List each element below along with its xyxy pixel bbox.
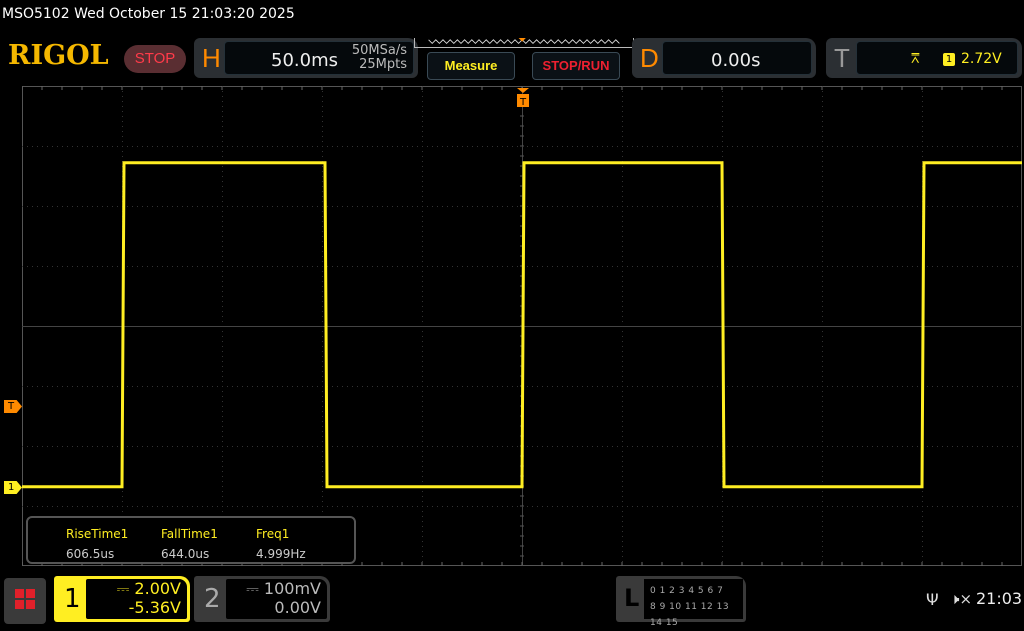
channel-1-waveform <box>22 161 1022 489</box>
channel-2-panel[interactable]: 2 ⎓ 100mV 0.00V <box>194 576 330 622</box>
trigger-level-marker[interactable]: T <box>4 400 22 413</box>
dc-coupling-icon: ⎓ <box>246 579 264 598</box>
channel-offset: 0.00V <box>274 598 321 617</box>
measurement-item: FallTime1 644.0us <box>161 524 218 564</box>
dc-coupling-icon: ⎓ <box>116 579 135 598</box>
measurement-value: 4.999Hz <box>256 547 306 561</box>
trigger-label: T <box>834 43 850 73</box>
channel-scale: 2.00V <box>134 579 181 598</box>
measurement-item: RiseTime1 606.5us <box>66 524 128 564</box>
trigger-panel[interactable]: T ⩞ 1 2.72V A <box>826 38 1022 78</box>
trigger-source: 1 <box>943 53 955 66</box>
memory-depth: 25Mpts <box>359 57 407 72</box>
horizontal-panel[interactable]: H 50.0ms 50MSa/s 25Mpts <box>194 38 418 78</box>
measurement-name: Freq1 <box>256 527 290 541</box>
channel-offset: -5.36V <box>128 598 181 617</box>
sample-rate: 50MSa/s <box>351 43 407 58</box>
main-menu-button[interactable] <box>4 578 46 624</box>
logic-channels-row: 8 9 10 11 12 13 14 15 <box>650 602 730 628</box>
delay-value: 0.00s <box>711 50 761 71</box>
stop-run-button[interactable]: STOP/RUN <box>532 52 620 80</box>
clock: 21:03 <box>976 589 1023 608</box>
channel-number: 1 <box>64 584 81 614</box>
svg-text:T: T <box>519 97 527 108</box>
waveform-grid[interactable] <box>22 86 1022 566</box>
memory-overview-strip <box>414 38 634 48</box>
measure-button[interactable]: Measure <box>427 52 515 80</box>
measurement-value: 606.5us <box>66 547 115 561</box>
run-status-badge[interactable]: STOP <box>124 45 186 73</box>
delay-label: D <box>640 43 659 73</box>
measurement-name: FallTime1 <box>161 527 218 541</box>
channel-1-panel[interactable]: 1 ⎓ 2.00V -5.36V <box>54 576 190 622</box>
speaker-muted-icon[interactable]: 🕨× <box>950 590 973 608</box>
measurement-value: 644.0us <box>161 547 210 561</box>
channel-1-ground-marker[interactable]: 1 <box>4 481 22 494</box>
channel-scale: 100mV <box>263 579 321 598</box>
logic-analyzer-panel[interactable]: L 0 1 2 3 4 5 6 7 8 9 10 11 12 13 14 15 <box>616 576 746 628</box>
measurement-panel[interactable]: RiseTime1 606.5us FallTime1 644.0us Freq1 4… <box>26 516 356 564</box>
title-bar: MSO5102 Wed October 15 21:03:20 2025 <box>2 6 295 22</box>
logic-label: L <box>624 584 640 612</box>
measurement-item: Freq1 4.999Hz <box>256 524 306 564</box>
rigol-logo: RIGOL <box>8 40 109 71</box>
grid-menu-icon <box>15 589 35 609</box>
channel-number: 2 <box>204 584 221 614</box>
rising-edge-icon: ⩞ <box>911 51 920 67</box>
trigger-position-marker[interactable]: T <box>517 88 529 108</box>
logic-channels-row: 0 1 2 3 4 5 6 7 <box>650 586 724 596</box>
timebase-value: 50.0ms <box>271 50 338 71</box>
delay-panel[interactable]: D 0.00s <box>632 38 816 78</box>
trigger-level: 2.72V <box>961 51 1002 67</box>
horizontal-label: H <box>202 43 221 73</box>
usb-icon: Ψ <box>926 590 939 609</box>
measurement-name: RiseTime1 <box>66 527 129 541</box>
